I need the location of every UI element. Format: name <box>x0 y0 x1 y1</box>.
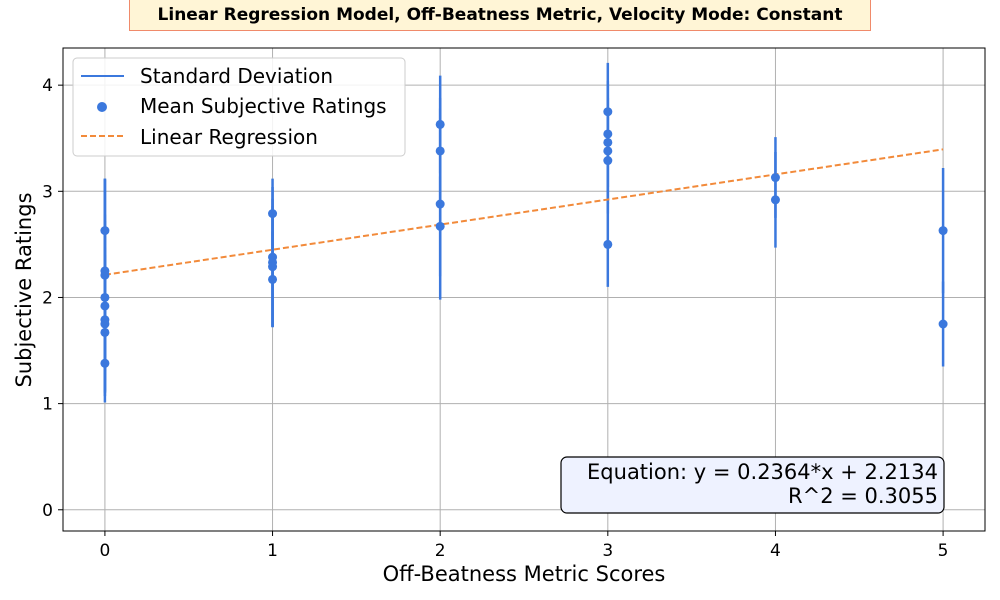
mean-rating-point <box>435 199 445 209</box>
equation-box-bg <box>560 456 945 514</box>
legend-label-regression: Linear Regression <box>140 125 318 149</box>
y-tick-label: 1 <box>42 395 53 415</box>
mean-rating-point <box>770 173 780 183</box>
y-tick-label: 3 <box>42 182 53 202</box>
x-axis-label: Off-Beatness Metric Scores <box>383 562 666 586</box>
x-tick-label: 4 <box>770 541 781 561</box>
x-tick-label: 1 <box>267 541 278 561</box>
data-points <box>100 107 948 368</box>
mean-rating-point <box>603 129 613 139</box>
mean-rating-point <box>100 301 110 311</box>
error-bars <box>103 62 945 403</box>
x-axis-ticks: 0 1 2 3 4 5 <box>99 531 949 561</box>
x-tick-label: 3 <box>602 541 613 561</box>
mean-rating-point <box>603 156 613 166</box>
mean-rating-point <box>603 146 613 156</box>
mean-rating-point <box>268 209 278 219</box>
y-tick-label: 2 <box>42 288 53 308</box>
mean-rating-point <box>100 292 110 302</box>
mean-rating-point <box>435 119 445 129</box>
r-squared-text: R^2 = 0.3055 <box>788 484 938 508</box>
mean-rating-point <box>100 319 110 329</box>
regression-line-group <box>104 148 944 276</box>
mean-rating-point <box>938 226 948 236</box>
mean-rating-point <box>100 270 110 280</box>
mean-rating-point <box>435 146 445 156</box>
legend-box <box>72 57 406 157</box>
mean-rating-point <box>603 107 613 117</box>
mean-rating-point <box>100 226 110 236</box>
legend-label-mean: Mean Subjective Ratings <box>140 94 387 118</box>
mean-rating-point <box>770 195 780 205</box>
mean-rating-point <box>435 221 445 231</box>
equation-text: Equation: y = 0.2364*x + 2.2134 <box>587 460 938 484</box>
mean-rating-point <box>100 358 110 368</box>
x-tick-label: 2 <box>435 541 446 561</box>
legend-label-stddev: Standard Deviation <box>140 64 333 88</box>
y-tick-label: 0 <box>42 501 53 521</box>
mean-rating-point <box>268 274 278 284</box>
y-axis-label: Subjective Ratings <box>12 192 36 387</box>
x-tick-label: 0 <box>99 541 110 561</box>
mean-rating-point <box>938 319 948 329</box>
mean-rating-point <box>100 327 110 337</box>
plot-frame <box>62 47 986 532</box>
mean-rating-point <box>603 137 613 147</box>
regression-line <box>104 148 944 276</box>
x-tick-label: 5 <box>938 541 949 561</box>
y-tick-label: 4 <box>42 76 53 96</box>
legend-mean-swatch <box>97 102 107 112</box>
y-axis-ticks: 0 1 2 3 4 <box>42 76 63 521</box>
mean-rating-point <box>268 262 278 272</box>
mean-rating-point <box>603 239 613 249</box>
equation-box: Equation: y = 0.2364*x + 2.2134 R^2 = 0.… <box>560 456 945 514</box>
chart-title: Linear Regression Model, Off-Beatness Me… <box>129 0 871 31</box>
legend: Standard Deviation Mean Subjective Ratin… <box>72 57 406 157</box>
